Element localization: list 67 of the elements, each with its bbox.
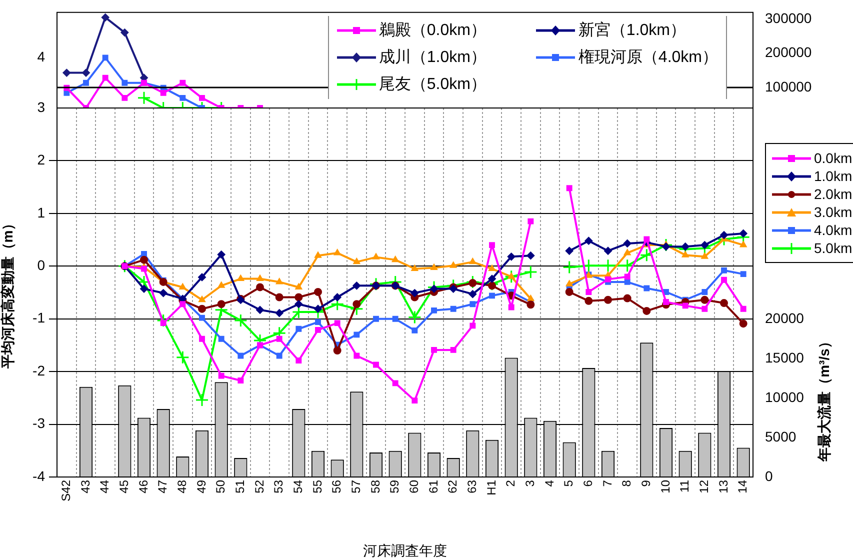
legend-label: 新宮（1.0km） bbox=[578, 20, 686, 42]
x-axis-title: 河床調査年度 bbox=[363, 542, 447, 558]
x-tick-label: 9 bbox=[638, 480, 653, 487]
y2-tick-label: 300000 bbox=[765, 10, 812, 26]
x-tick-label: 53 bbox=[272, 480, 286, 494]
x-tick-label: 6 bbox=[580, 480, 595, 487]
x-tick-label: 58 bbox=[368, 480, 382, 494]
y2-tick-label: 20000 bbox=[765, 310, 804, 326]
y2-tick-label: 100000 bbox=[765, 78, 812, 94]
legend-label: 2.0km bbox=[814, 186, 852, 202]
y-tick-label: -4 bbox=[32, 468, 46, 484]
x-tick-label: 46 bbox=[136, 480, 150, 494]
y2-tick-label: 200000 bbox=[765, 44, 812, 60]
x-tick-label: 12 bbox=[696, 480, 711, 494]
x-tick-label: 47 bbox=[156, 480, 170, 494]
y-tick-label: 1 bbox=[37, 204, 46, 220]
x-tick-label: 3 bbox=[522, 480, 537, 487]
x-tick-label: 55 bbox=[310, 480, 324, 494]
x-tick-label: 62 bbox=[446, 480, 460, 494]
y-tick-label: 4 bbox=[37, 48, 46, 65]
legend-label: 成川（1.0km） bbox=[378, 48, 486, 68]
x-tick-label: 5 bbox=[562, 480, 576, 487]
y-tick-label: -3 bbox=[32, 415, 46, 432]
x-tick-label: 13 bbox=[716, 480, 730, 494]
legend-label: 1.0km bbox=[814, 168, 852, 184]
y-tick-label: 0 bbox=[37, 257, 46, 273]
x-tick-label: 50 bbox=[214, 480, 228, 494]
y-tick-label: -1 bbox=[32, 310, 46, 326]
legend-label: 権現河原（4.0km） bbox=[578, 48, 718, 68]
x-tick-label: 7 bbox=[600, 480, 614, 487]
x-tick-label: 4 bbox=[542, 480, 556, 487]
y-tick-label: 3 bbox=[37, 98, 46, 115]
y2-tick-label: 15000 bbox=[765, 349, 804, 366]
legend-label: 0.0km bbox=[814, 150, 852, 166]
x-tick-label: 49 bbox=[194, 480, 208, 494]
x-tick-label: 51 bbox=[232, 480, 247, 494]
y2-tick-label: 0 bbox=[765, 468, 773, 484]
x-tick-label: 60 bbox=[406, 480, 421, 494]
x-tick-label: 48 bbox=[174, 480, 189, 494]
x-tick-label: 8 bbox=[620, 480, 634, 487]
x-tick-label: 45 bbox=[116, 480, 131, 494]
x-tick-label: 43 bbox=[78, 480, 92, 494]
x-tick-label: 57 bbox=[348, 480, 363, 494]
x-tick-label: 44 bbox=[98, 480, 112, 494]
x-tick-label: 59 bbox=[388, 480, 402, 494]
x-tick-label: S42 bbox=[58, 480, 73, 502]
legend-label: 3.0km bbox=[814, 204, 852, 220]
y2-tick-label: 10000 bbox=[765, 388, 804, 405]
y-tick-label: 2 bbox=[37, 152, 46, 168]
x-tick-label: 2 bbox=[504, 480, 518, 487]
x-tick-label: 10 bbox=[658, 480, 672, 494]
x-tick-label: 61 bbox=[426, 480, 440, 494]
x-tick-label: 63 bbox=[464, 480, 479, 494]
y-axis-title: 平均河床高変動量（m） bbox=[0, 216, 16, 370]
x-tick-label: 56 bbox=[330, 480, 344, 494]
legend-label: 尾友（5.0km） bbox=[378, 75, 486, 96]
y-tick-label: -2 bbox=[32, 362, 46, 378]
x-tick-label: 11 bbox=[678, 480, 692, 492]
legend-label: 鵜殿（0.0km） bbox=[378, 21, 486, 42]
y2-axis-title: 年最大流量（m³/s） bbox=[816, 334, 832, 462]
legend-label: 5.0km bbox=[814, 240, 852, 256]
x-tick-label: 14 bbox=[736, 480, 750, 494]
x-tick-label: 54 bbox=[290, 480, 305, 494]
legend-label: 4.0km bbox=[814, 222, 852, 238]
y2-tick-label: 5000 bbox=[765, 428, 796, 444]
x-tick-label: 52 bbox=[252, 480, 266, 494]
x-tick-label: H1 bbox=[484, 480, 498, 496]
